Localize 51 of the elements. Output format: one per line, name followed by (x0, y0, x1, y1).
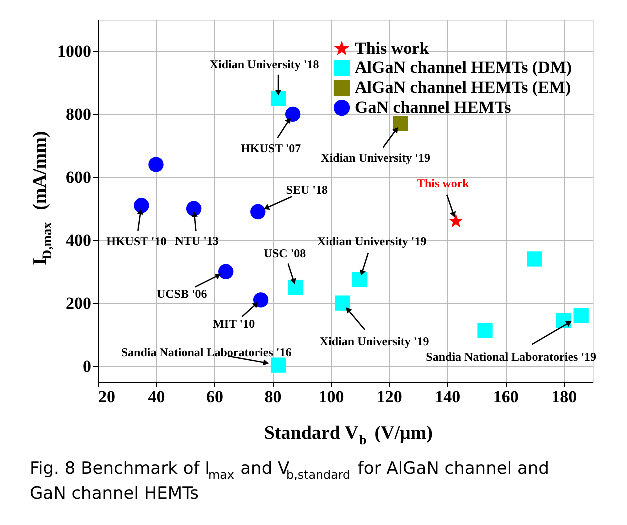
x-tick-label: 120 (376, 388, 402, 406)
annotation: Xidian University '19 (320, 334, 430, 348)
y-tick-label: 200 (66, 294, 92, 313)
y-tick-label: 800 (66, 104, 92, 124)
annotation: Sandia National Laboratories '16 (121, 345, 292, 360)
annotation: HKUST '10 (106, 234, 167, 249)
legend-label: GaN channel HEMTs (355, 98, 512, 117)
x-tick-label: 180 (552, 388, 578, 406)
annotation: Sandia National Laboratories '19 (426, 350, 597, 364)
point (270, 358, 286, 373)
point (288, 280, 304, 296)
point (448, 214, 464, 228)
y-tick-label: 600 (66, 168, 92, 187)
x-tick-label: 20 (98, 388, 116, 406)
point (335, 296, 350, 311)
y-axis-title: ID,max (mA/mm) (30, 131, 55, 266)
annotation: NTU '13 (175, 234, 219, 248)
annotation: This work (416, 176, 470, 190)
point (250, 204, 266, 220)
point (478, 323, 493, 338)
point (270, 91, 286, 106)
annotation: MIT '10 (212, 317, 256, 332)
point (134, 198, 150, 214)
legend-label: AlGaN channel HEMTs (EM) (355, 78, 572, 97)
point (286, 106, 301, 122)
legend-label: AlGaN channel HEMTs (DM) (355, 58, 572, 77)
point (352, 272, 368, 288)
annotation: UCSB '06 (156, 286, 208, 301)
point (253, 292, 269, 308)
point (186, 201, 202, 216)
annotation: Xidian University '19 (321, 150, 430, 165)
x-tick-label: 160 (493, 388, 519, 406)
annotation: Xidian University '19 (317, 234, 427, 249)
y-tick-label: 0 (83, 356, 92, 376)
point (574, 308, 589, 324)
annotation: SEU '18 (286, 183, 328, 198)
x-tick-label: 100 (318, 388, 344, 406)
point (218, 264, 234, 280)
annotation: HKUST '07 (241, 141, 302, 156)
point (393, 116, 408, 132)
x-tick-label: 80 (264, 388, 282, 406)
annotation: USC '08 (264, 246, 306, 261)
legend-label: This work (355, 39, 430, 58)
x-tick-label: 40 (148, 388, 166, 406)
x-tick-label: 60 (206, 388, 224, 406)
y-tick-label: 400 (66, 230, 92, 250)
point (148, 157, 164, 172)
point (527, 252, 542, 267)
x-tick-label: 140 (435, 388, 461, 406)
y-tick-label: 1000 (58, 42, 92, 61)
annotation: Xidian University '18 (210, 58, 320, 72)
